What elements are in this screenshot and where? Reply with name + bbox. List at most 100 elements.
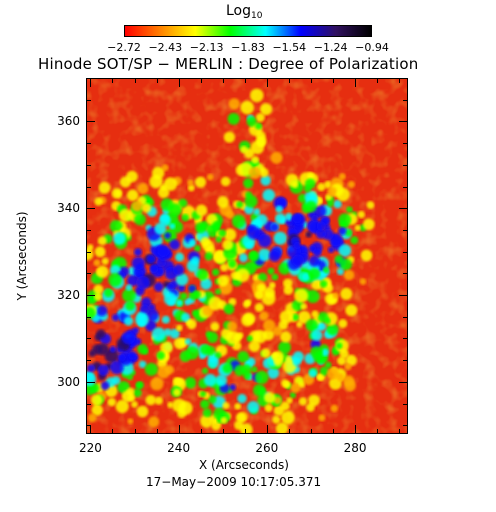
- map-patch: [110, 360, 124, 375]
- map-patch: [181, 213, 189, 222]
- map-patch: [271, 352, 279, 360]
- axis-tick: [87, 316, 91, 318]
- map-patch: [101, 257, 109, 265]
- colorbar-tick-label: −2.72: [107, 41, 141, 54]
- map-patch: [125, 300, 135, 311]
- map-patch: [223, 303, 235, 315]
- map-patch: [160, 184, 167, 191]
- map-patch: [308, 255, 320, 267]
- axis-tick: [377, 79, 379, 83]
- map-patch: [126, 189, 139, 202]
- map-patch: [97, 236, 107, 246]
- map-patch: [292, 254, 305, 267]
- map-patch: [195, 176, 207, 188]
- axis-tick: [87, 99, 91, 101]
- map-patch: [285, 213, 293, 221]
- axis-tick: [87, 143, 91, 145]
- map-patch: [87, 364, 96, 373]
- axis-tick: [200, 79, 202, 83]
- map-patch: [336, 187, 350, 202]
- map-patch: [215, 288, 221, 295]
- map-patch: [136, 381, 144, 389]
- map-patch: [337, 356, 346, 366]
- map-patch: [200, 414, 213, 428]
- map-patch: [174, 337, 186, 350]
- map-patch: [169, 328, 180, 339]
- map-patch: [167, 401, 174, 408]
- map-patch: [345, 304, 358, 317]
- map-patch: [236, 201, 244, 208]
- map-patch: [258, 272, 268, 282]
- map-patch: [360, 249, 373, 262]
- map-patch: [260, 175, 271, 186]
- map-patch: [296, 321, 303, 328]
- map-patch: [188, 284, 197, 293]
- map-patch: [154, 222, 167, 235]
- map-patch: [200, 344, 211, 355]
- map-patch: [292, 313, 299, 321]
- map-patch: [241, 313, 254, 327]
- map-patch: [305, 231, 312, 238]
- axis-tick: [403, 251, 407, 253]
- map-patch: [305, 319, 318, 332]
- map-patch: [315, 228, 327, 239]
- axis-tick: [266, 79, 268, 83]
- map-patch: [123, 316, 134, 326]
- x-tick-label: 260: [255, 441, 279, 455]
- map-patch: [261, 348, 271, 359]
- map-patch: [104, 288, 113, 298]
- map-patch: [117, 381, 130, 394]
- map-patch: [338, 213, 352, 227]
- map-patch: [234, 403, 242, 410]
- map-patch: [346, 354, 357, 366]
- map-patch: [218, 229, 227, 238]
- map-patch: [240, 100, 254, 115]
- axis-tick: [87, 121, 91, 123]
- map-patch: [164, 232, 171, 239]
- map-patch: [127, 418, 134, 425]
- axis-tick: [403, 143, 407, 145]
- axis-tick: [87, 360, 91, 362]
- axis-tick: [178, 429, 180, 433]
- map-patch: [222, 363, 233, 374]
- map-patch: [275, 422, 289, 433]
- map-patch: [111, 313, 120, 322]
- map-patch: [229, 384, 236, 391]
- axis-tick: [333, 429, 334, 433]
- map-patch: [338, 319, 348, 328]
- map-patch: [161, 164, 169, 172]
- map-patch: [128, 351, 137, 360]
- map-patch: [166, 283, 175, 291]
- map-patch: [251, 366, 258, 373]
- map-patch: [187, 184, 195, 192]
- map-patch: [181, 312, 191, 322]
- axis-tick: [244, 429, 246, 433]
- axis-tick: [178, 79, 180, 83]
- colorbar-title-subscript: 10: [251, 11, 263, 21]
- axis-tick: [87, 229, 91, 231]
- map-patch: [326, 323, 339, 336]
- map-patch: [191, 309, 199, 317]
- map-patch: [268, 250, 281, 262]
- map-patch: [163, 177, 178, 191]
- map-patch: [308, 268, 321, 280]
- map-patch: [184, 298, 191, 306]
- map-patch: [91, 404, 103, 416]
- colorbar-title: Log10: [226, 4, 262, 21]
- map-patch: [215, 236, 222, 243]
- map-patch: [343, 375, 355, 387]
- axis-tick: [222, 429, 224, 433]
- map-patch: [146, 254, 155, 264]
- map-patch: [313, 248, 322, 257]
- colorbar-tick-label: −2.13: [189, 41, 224, 54]
- map-patch: [134, 248, 142, 257]
- map-patch: [311, 329, 323, 341]
- map-patch: [173, 264, 185, 276]
- map-patch: [350, 236, 359, 245]
- map-patch: [226, 321, 238, 332]
- map-patch: [153, 282, 164, 292]
- timestamp: 17−May−2009 10:17:05.371: [146, 475, 322, 489]
- map-patch: [109, 220, 123, 233]
- map-patch: [297, 310, 311, 324]
